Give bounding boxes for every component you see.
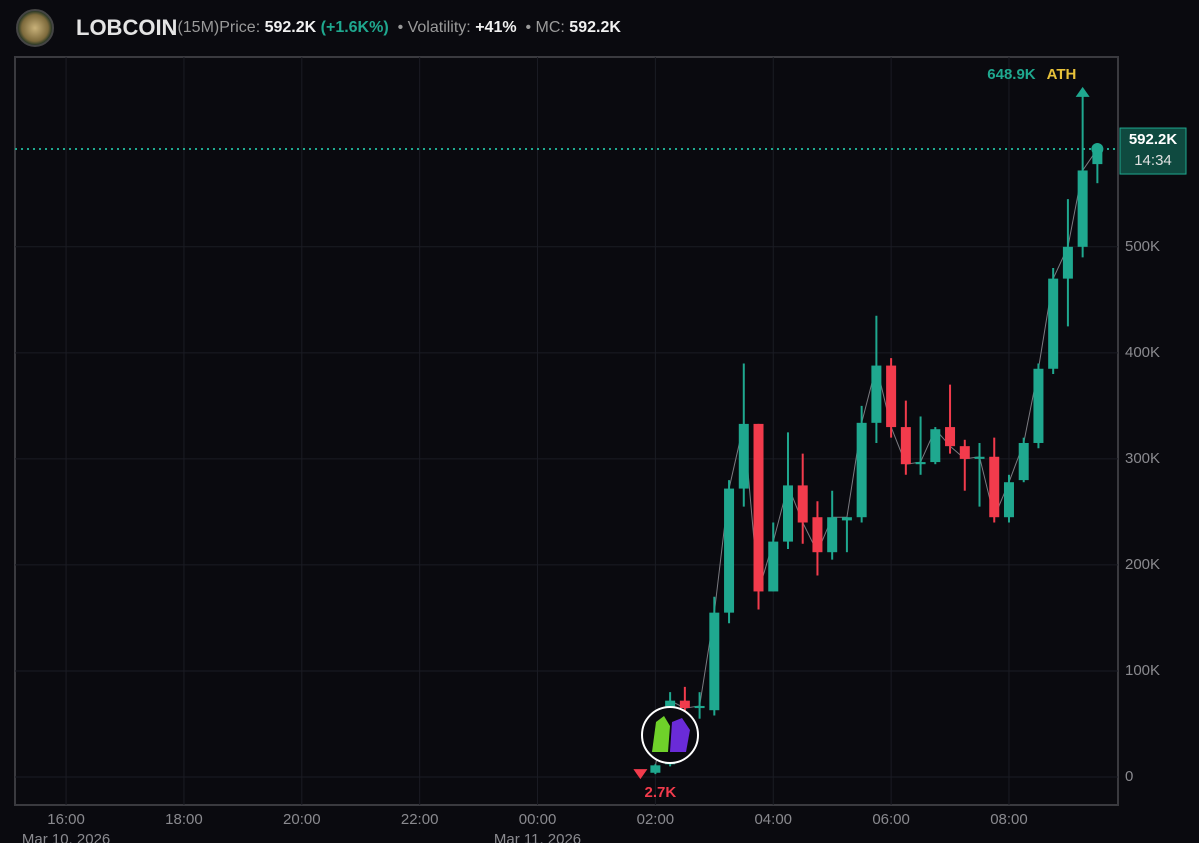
interval: (15M): [177, 19, 220, 36]
candle-body: [782, 485, 793, 542]
close-line: [654, 148, 1098, 766]
candle-body: [1077, 170, 1088, 247]
candle-body: [738, 423, 749, 489]
x-tick-label: 22:00: [401, 811, 439, 828]
price-change: (+1.6K%): [320, 19, 389, 36]
volatility: +41%: [475, 19, 517, 36]
avatar: [641, 706, 699, 764]
candle-body: [900, 427, 911, 465]
header: LOBCOIN (15M) Price: 592.2K (+1.6K%) • V…: [0, 0, 1199, 56]
y-tick-label: 100K: [1125, 662, 1160, 679]
x-tick-label: 04:00: [754, 811, 792, 828]
x-tick-label: 16:00: [47, 811, 85, 828]
candle-body: [841, 517, 852, 521]
ath-value: 648.9K: [987, 66, 1036, 83]
price-label: Price:: [219, 19, 261, 36]
volatility-label: • Volatility:: [397, 19, 471, 36]
avatar-right: [670, 718, 690, 752]
y-tick-label: 400K: [1125, 344, 1160, 361]
candle-body: [930, 429, 941, 463]
candle-body: [989, 456, 1000, 518]
mc-label: • MC:: [525, 19, 565, 36]
candle-body: [724, 488, 735, 613]
candle-body: [1062, 246, 1073, 279]
candle-body: [709, 612, 720, 711]
candle-body: [886, 365, 897, 428]
market-cap: 592.2K: [569, 19, 621, 36]
last-price-dot: [1091, 143, 1104, 156]
candle-body: [679, 700, 690, 709]
candle-body: [797, 485, 808, 523]
candle-body: [959, 446, 970, 459]
candle-body: [650, 765, 661, 773]
low-arrow: [633, 769, 648, 780]
candle-body: [856, 422, 867, 518]
token-logo: [16, 9, 54, 47]
ath-arrow: [1075, 86, 1090, 97]
x-tick-label: 02:00: [637, 811, 675, 828]
candle-body: [871, 365, 882, 423]
x-tick-label: 00:00: [519, 811, 557, 828]
candle-body: [694, 705, 705, 709]
price: 592.2K: [264, 19, 317, 36]
x-tick-label: 18:00: [165, 811, 203, 828]
candle-body: [1092, 149, 1103, 165]
candle-body: [1018, 442, 1029, 481]
price-tag-countdown: 14:34: [1134, 152, 1172, 169]
price-tag: [1119, 127, 1187, 175]
x-tick-label: 08:00: [990, 811, 1028, 828]
y-tick-label: 500K: [1125, 238, 1160, 255]
date-label: Mar 11, 2026: [494, 831, 581, 843]
x-tick-label: 06:00: [872, 811, 910, 828]
avatar-left: [652, 716, 670, 752]
y-tick-label: 200K: [1125, 556, 1160, 573]
y-tick-label: 0: [1125, 768, 1133, 785]
price-tag-value: 592.2K: [1129, 131, 1178, 148]
candle-body: [827, 517, 838, 553]
candle-body: [812, 517, 823, 553]
candle-body: [1048, 278, 1059, 369]
x-tick-label: 20:00: [283, 811, 321, 828]
candle-body: [753, 423, 764, 592]
avatar-ring: [641, 706, 699, 764]
ath-text: ATH: [1047, 66, 1077, 83]
date-label: Mar 10, 2026: [22, 831, 110, 843]
candle-body: [1033, 368, 1044, 443]
candle-body: [1003, 482, 1014, 518]
plot-frame: [14, 56, 1119, 806]
candle-body: [945, 427, 956, 447]
candle-body: [915, 462, 926, 465]
y-tick-label: 300K: [1125, 450, 1160, 467]
candle-body: [768, 541, 779, 592]
low-value: 2.7K: [645, 784, 677, 801]
token-name: LOBCOIN: [76, 15, 178, 40]
candle-body: [974, 456, 985, 459]
